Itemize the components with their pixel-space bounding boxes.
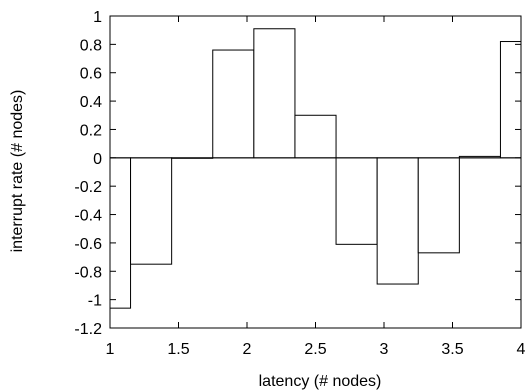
bars — [109, 28, 522, 309]
ticks — [109, 15, 522, 329]
bar — [376, 157, 419, 285]
y-tick-label: -0.4 — [74, 208, 102, 225]
y-tick-label: 1 — [93, 9, 102, 26]
bar — [499, 41, 522, 159]
y-tick-label: -0.6 — [74, 236, 102, 253]
x-axis-label: latency (# nodes) — [259, 373, 382, 390]
x-tick-label: 2.5 — [304, 341, 326, 358]
x-tick-label: 2 — [243, 341, 252, 358]
y-tick-label: 0.2 — [80, 122, 102, 139]
bar — [294, 114, 337, 159]
x-tick-label: 1.5 — [167, 341, 189, 358]
bar — [109, 157, 132, 309]
y-tick-label: 0 — [93, 151, 102, 168]
y-tick-label: 0.4 — [80, 94, 102, 111]
y-tick-label: -1 — [88, 293, 102, 310]
bar — [335, 157, 378, 245]
y-tick-label: 0.8 — [80, 37, 102, 54]
x-tick-label: 1 — [106, 341, 115, 358]
bar — [417, 157, 460, 254]
tick-labels: 1 1.5 2 2.5 3 3.5 4 1 0.8 0.6 0.4 0.2 0 -0.2 -0.4 -0.6 -… — [74, 9, 525, 358]
y-axis-label: interrupt rate (# nodes) — [9, 90, 26, 253]
y-tick-label: -0.2 — [74, 179, 102, 196]
y-tick-label: -1.2 — [74, 321, 102, 338]
bar — [253, 28, 296, 159]
bar — [130, 157, 173, 265]
bar — [212, 49, 255, 159]
x-tick-label: 3.5 — [441, 341, 463, 358]
x-tick-label: 3 — [380, 341, 389, 358]
x-tick-label: 4 — [517, 341, 526, 358]
y-tick-label: 0.6 — [80, 66, 102, 83]
y-tick-label: -0.8 — [74, 264, 102, 281]
